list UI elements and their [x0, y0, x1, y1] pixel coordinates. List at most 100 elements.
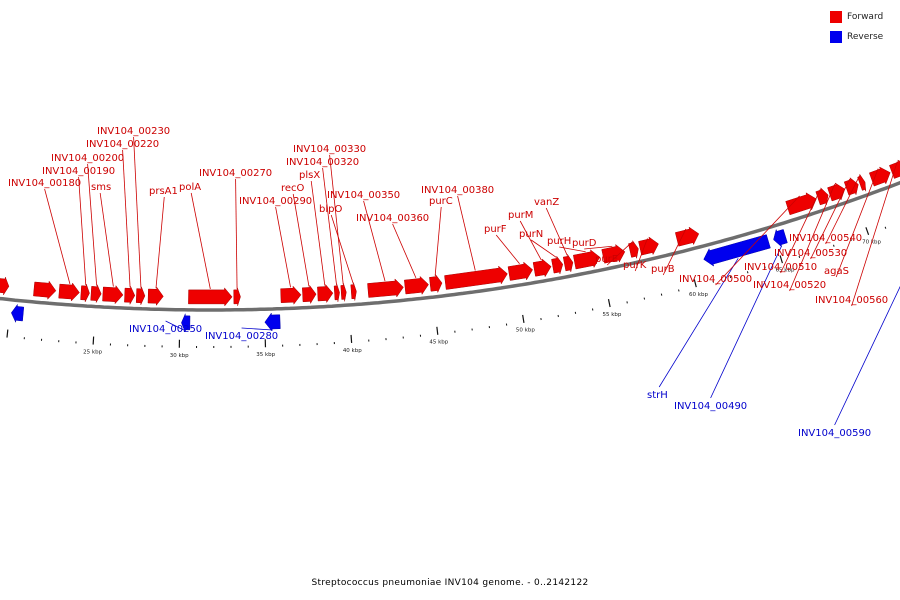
leader-line [292, 193, 310, 287]
tick-label: 35 kbp [256, 352, 275, 358]
gene-label: INV104_00190 [42, 166, 115, 177]
gene-label: INV104_00320 [286, 157, 359, 168]
leader-line [495, 234, 520, 265]
leader-line [710, 245, 783, 399]
major-tick [607, 299, 611, 308]
legend-item-forward: Forward [830, 10, 890, 24]
gene-arrow-inv104_00250[interactable] [181, 313, 191, 332]
gene-label: INV104_00360 [356, 213, 429, 224]
leader-line [662, 228, 687, 276]
gene-arrow-blpo[interactable] [350, 282, 357, 301]
gene-arrow-prsa1[interactable] [147, 286, 164, 307]
gene-arrow-inv104_00280[interactable] [264, 312, 281, 332]
leader-line [834, 285, 900, 426]
gene-arrow-purh[interactable] [573, 249, 601, 270]
gene-arrow-purd[interactable] [601, 243, 626, 264]
gene-label: purN [519, 229, 543, 240]
gene-arrow-inv104_00500[interactable] [785, 192, 817, 216]
gene-arrow-inv104_00230[interactable] [135, 286, 146, 305]
gene-label: INV104_00380 [421, 185, 494, 196]
gene-arrow-inv104_00330[interactable] [340, 283, 347, 302]
gene-arrow-purm[interactable] [532, 258, 552, 278]
leader-line [606, 241, 633, 266]
legend-label-forward: Forward [847, 12, 884, 22]
gene-arrow-inv104_00380[interactable] [444, 265, 508, 290]
gene-label: vanZ [534, 197, 559, 208]
gene-arrow-vanz[interactable] [562, 254, 574, 273]
gene-arrow-pure[interactable] [628, 240, 639, 259]
major-tick [779, 255, 783, 264]
gene-arrow-inv104_00540[interactable] [857, 174, 867, 192]
gene-arrow-purb[interactable] [674, 226, 700, 247]
minor-tick [729, 275, 732, 279]
gene-arrow-purn[interactable] [551, 256, 564, 275]
gene-arrow-sms[interactable] [102, 285, 124, 305]
gene-label: purC [429, 196, 453, 207]
gene-label: INV104_00490 [674, 401, 747, 412]
leader-line [780, 188, 821, 274]
gene-arrow-purf[interactable] [507, 261, 533, 281]
reverse-swatch [830, 31, 842, 43]
gene-arrow-purk[interactable] [638, 236, 659, 256]
gene-arrow-strh[interactable] [703, 234, 771, 267]
gene-arrow-inv104_00520[interactable] [827, 182, 846, 202]
gene-label: INV104_00280 [205, 331, 278, 342]
gene-label: strH [647, 390, 668, 401]
minor-tick [746, 271, 749, 274]
leader-line [133, 136, 142, 288]
legend: Forward Reverse [830, 10, 890, 50]
legend-label-reverse: Reverse [847, 32, 884, 42]
gene-arrow-plsx[interactable] [317, 283, 334, 304]
leader-line [363, 200, 386, 282]
gene-label: INV104_00270 [199, 168, 272, 179]
gene-arrow-inv104_00360[interactable] [404, 275, 429, 296]
leader-line [392, 223, 417, 279]
gene-arrow-inv104_00350[interactable] [367, 278, 404, 298]
gene-label: purB [651, 264, 675, 275]
major-tick [6, 329, 9, 338]
major-tick [693, 279, 697, 288]
gene-label: INV104_00530 [774, 248, 847, 259]
leader-line [851, 161, 898, 307]
gene-label: recO [281, 183, 305, 194]
gene-arrow-reco[interactable] [302, 284, 317, 305]
leader-line [559, 246, 586, 253]
gene-arrow-purc[interactable] [429, 274, 443, 294]
gene-label: agaS [824, 266, 849, 277]
leader-line [78, 176, 87, 285]
tick-label: 55 kbp [602, 312, 621, 318]
gene-arrow-inv104_00200[interactable] [90, 284, 102, 303]
gene-label: INV104_00520 [753, 280, 826, 291]
gene-label: plsX [299, 170, 320, 181]
gene-arrow-inv104_00510[interactable] [815, 187, 829, 206]
gene-layer [0, 159, 900, 332]
major-tick [436, 326, 439, 335]
gene-arrow-unlabeled[interactable] [0, 276, 10, 296]
gene-arrow-agas[interactable] [868, 166, 891, 187]
gene-arrow-inv104_00220[interactable] [124, 286, 136, 305]
gene-label: INV104_00220 [86, 139, 159, 150]
gene-arrow-unlabeled[interactable] [33, 280, 57, 300]
leader-line [241, 327, 273, 331]
gene-label: INV104_00180 [8, 178, 81, 189]
gene-label: INV104_00230 [97, 126, 170, 137]
leader-line [87, 163, 98, 286]
gene-arrow-pola[interactable] [188, 287, 233, 307]
gene-arrow-inv104_00190[interactable] [80, 283, 90, 303]
leader-line [99, 192, 114, 287]
gene-label: INV104_00200 [51, 153, 124, 164]
gene-arrow-inv104_00270[interactable] [233, 287, 241, 306]
gene-arrow-inv104_00290[interactable] [280, 285, 302, 305]
leader-line [235, 178, 238, 289]
minor-tick [833, 244, 835, 247]
gene-arrow-unlabeled[interactable] [11, 303, 25, 324]
gene-arrow-inv104_00490[interactable] [773, 228, 788, 248]
gene-arrow-inv104_00320[interactable] [333, 283, 340, 302]
gene-label: prsA1 [149, 186, 178, 197]
leader-line [434, 206, 442, 276]
leader-line [789, 184, 836, 292]
gene-arrow-inv104_00180[interactable] [58, 282, 80, 302]
major-tick [350, 334, 353, 343]
